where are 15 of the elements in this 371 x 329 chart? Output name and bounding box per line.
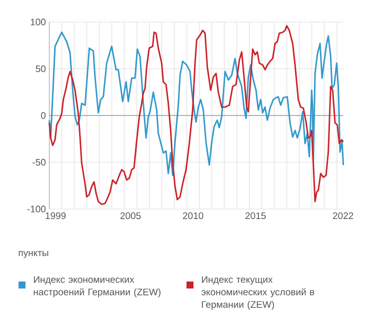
legend-label: Индекс текущих экономических условий в Германии (ZEW) [201, 276, 314, 310]
x-tick-label: 2005 [120, 212, 141, 220]
x-tick-label: 2010 [182, 212, 204, 220]
legend-label: Индекс экономических настроений Германии (ZEW) [34, 276, 160, 298]
line-series [48, 24, 344, 206]
y-tick-label: 100 [30, 18, 46, 26]
y-tick-label: -50 [32, 158, 46, 166]
x-tick-label: 2022 [332, 212, 354, 220]
x-tick-label: 2015 [245, 212, 266, 220]
y-tick-label: -100 [27, 206, 46, 212]
y-tick-label: 0 [41, 112, 46, 119]
line-series [48, 32, 344, 176]
y-tick-label: 50 [36, 65, 46, 72]
text: пункты [18, 250, 48, 258]
x-tick-label: 1999 [46, 212, 66, 220]
